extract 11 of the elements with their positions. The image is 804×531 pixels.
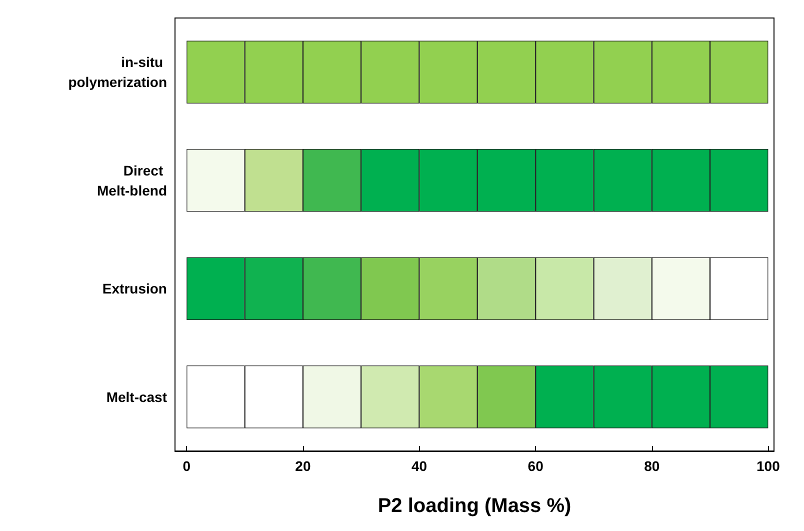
x-tick-label: 20 (295, 458, 311, 474)
y-tick-label: in-situ polymerization (68, 54, 167, 90)
x-axis-title: P2 loading (Mass %) (378, 495, 572, 517)
x-tick-label: 100 (756, 458, 780, 474)
x-tick-label: 60 (528, 458, 544, 474)
y-tick-label: Direct Melt-blend (97, 162, 167, 198)
x-tick-label: 80 (644, 458, 660, 474)
x-tick-label: 0 (182, 458, 191, 474)
y-tick-label: Melt-cast (106, 388, 168, 405)
x-tick-label: 40 (411, 458, 428, 474)
y-tick-label: Extrusion (102, 280, 167, 297)
